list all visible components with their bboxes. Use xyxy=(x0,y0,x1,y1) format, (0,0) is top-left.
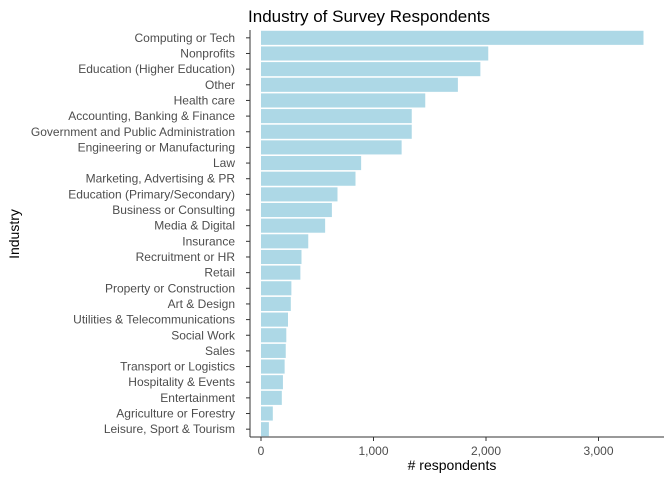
bar xyxy=(261,312,288,327)
category-label: Property or Construction xyxy=(105,281,235,295)
x-tick-label: 3,000 xyxy=(583,444,613,458)
bar xyxy=(261,124,412,139)
bar xyxy=(261,62,481,77)
chart-title: Industry of Survey Respondents xyxy=(248,7,490,26)
bar xyxy=(261,46,489,61)
bar xyxy=(261,265,301,280)
bar xyxy=(261,359,285,374)
category-label: Recruitment or HR xyxy=(136,250,236,264)
category-label: Nonprofits xyxy=(180,46,235,60)
category-label: Retail xyxy=(204,266,235,280)
category-label: Sales xyxy=(205,344,235,358)
bar xyxy=(261,171,356,186)
bar xyxy=(261,249,302,265)
category-label: Education (Primary/Secondary) xyxy=(68,187,235,201)
bar xyxy=(261,140,402,155)
category-label: Media & Digital xyxy=(154,219,235,233)
x-ticks: 0 1,000 2,000 3,000 xyxy=(258,437,614,458)
bar xyxy=(261,30,644,45)
bar xyxy=(261,343,286,358)
bars-group xyxy=(261,30,644,437)
bar xyxy=(261,93,426,108)
bar xyxy=(261,218,326,233)
category-label: Social Work xyxy=(171,328,236,342)
category-label: Entertainment xyxy=(160,391,235,405)
category-label: Business or Consulting xyxy=(112,203,235,217)
bar xyxy=(261,109,412,124)
category-label: Transport or Logistics xyxy=(120,360,235,374)
bar xyxy=(261,406,273,421)
category-label: Computing or Tech xyxy=(135,31,236,45)
bar xyxy=(261,422,269,437)
bar xyxy=(261,281,292,296)
bar xyxy=(261,187,338,202)
category-label: Insurance xyxy=(182,234,235,248)
y-axis-title: Industry xyxy=(6,209,22,259)
category-label: Marketing, Advertising & PR xyxy=(86,172,236,186)
bar xyxy=(261,390,282,405)
x-axis-title: # respondents xyxy=(408,457,497,473)
x-tick-label: 2,000 xyxy=(471,444,501,458)
bar xyxy=(261,328,287,343)
bar xyxy=(261,296,291,311)
category-label: Art & Design xyxy=(168,297,235,311)
category-label: Leisure, Sport & Tourism xyxy=(104,422,235,436)
category-label: Agriculture or Forestry xyxy=(116,407,235,421)
bar xyxy=(261,234,309,249)
bar xyxy=(261,202,332,218)
category-label: Government and Public Administration xyxy=(31,125,235,139)
category-label: Utilities & Telecommunications xyxy=(73,313,235,327)
category-label: Education (Higher Education) xyxy=(78,62,235,76)
category-label: Health care xyxy=(174,93,236,107)
category-label: Law xyxy=(213,156,235,170)
bar xyxy=(261,77,458,92)
x-tick-label: 0 xyxy=(258,444,265,458)
category-label: Other xyxy=(205,78,235,92)
x-tick-label: 1,000 xyxy=(358,444,388,458)
bar xyxy=(261,156,362,171)
bar xyxy=(261,375,283,390)
category-label: Engineering or Manufacturing xyxy=(78,140,235,154)
category-label: Hospitality & Events xyxy=(128,375,235,389)
category-label: Accounting, Banking & Finance xyxy=(68,109,235,123)
